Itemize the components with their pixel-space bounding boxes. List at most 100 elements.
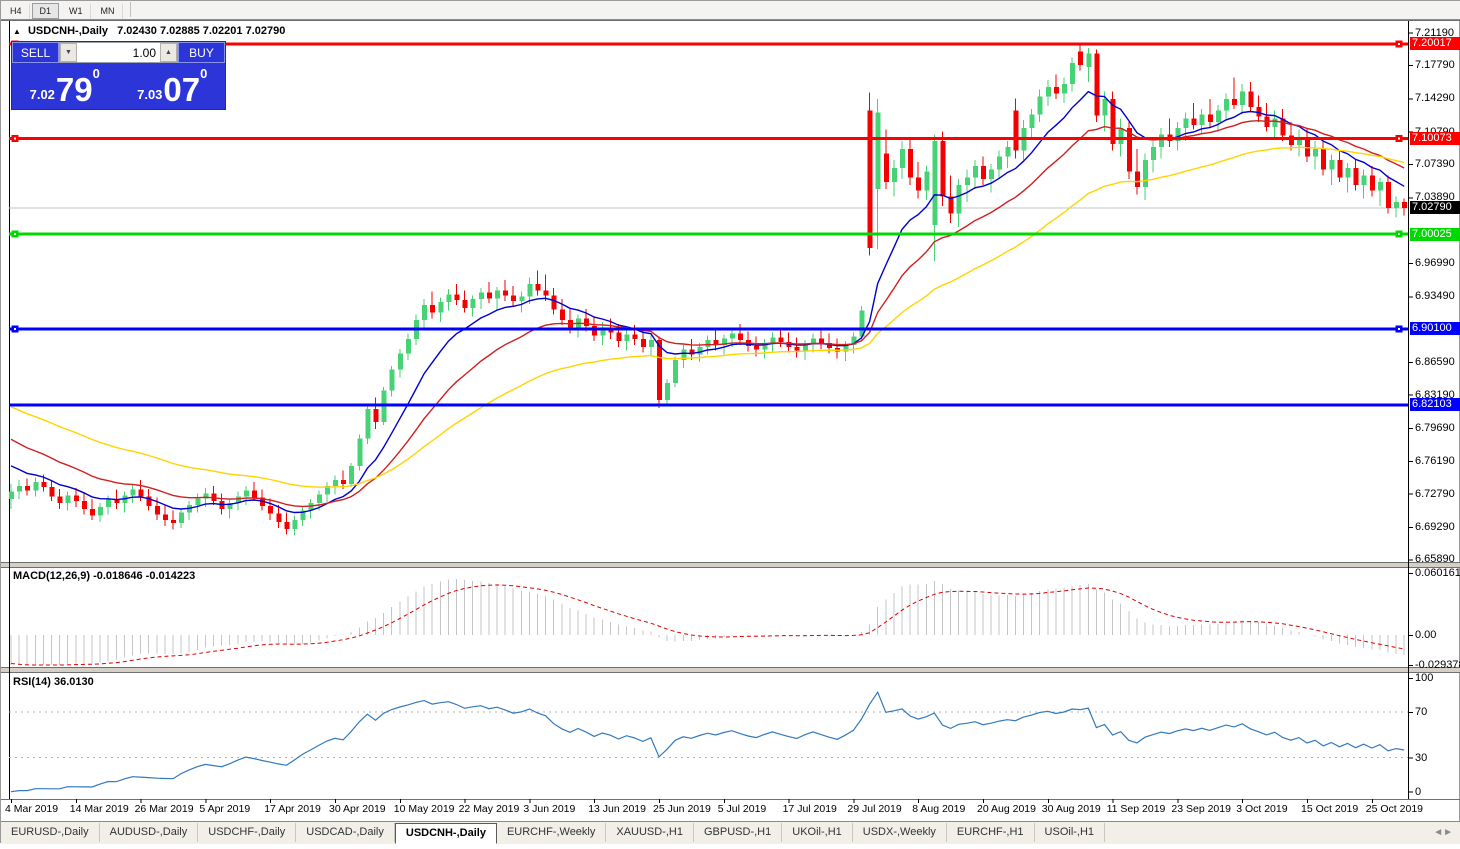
tab-scroll-left-icon[interactable]: ◄	[1433, 827, 1444, 838]
candle	[1337, 160, 1343, 178]
ma-fast-line	[10, 90, 1405, 514]
candle	[778, 337, 784, 343]
tab-audusd-daily[interactable]: AUDUSD-,Daily	[100, 823, 199, 842]
candle	[154, 505, 160, 515]
collapse-arrow-icon[interactable]: ▲	[13, 27, 21, 36]
price-axis-tick: 7.17790	[1415, 59, 1455, 72]
buy-price-display[interactable]: 7.03 07 0	[119, 64, 225, 109]
candle	[1353, 167, 1359, 185]
tab-gbpusd-h1[interactable]: GBPUSD-,H1	[694, 823, 783, 842]
date-axis-label: 5 Apr 2019	[199, 803, 251, 815]
tab-scroll-right-icon[interactable]: ►	[1443, 827, 1453, 838]
candle	[1394, 202, 1400, 208]
candle	[770, 337, 776, 344]
candle	[405, 339, 411, 354]
candle	[1005, 146, 1011, 157]
candle	[308, 503, 314, 511]
date-axis-label: 5 Jul 2019	[717, 803, 767, 815]
candle	[981, 165, 986, 180]
horizontal-level-line-6.82103[interactable]	[9, 403, 1408, 407]
date-axis-label: 30 Aug 2019	[1041, 803, 1101, 815]
candle	[284, 522, 290, 529]
price-axis-tick: 6.93490	[1415, 290, 1455, 303]
candle	[1013, 110, 1019, 151]
horizontal-level-line-7.10073[interactable]	[9, 135, 1408, 143]
timeframe-button-h4[interactable]: H4	[2, 3, 30, 19]
candle	[1224, 99, 1229, 111]
price-axis-tick: 7.07390	[1415, 158, 1455, 171]
candle	[1207, 114, 1213, 123]
candle	[616, 332, 622, 342]
price-axis-tick: 7.14290	[1415, 92, 1455, 105]
candle	[300, 510, 306, 521]
tab-ukoil-h1[interactable]: UKOil-,H1	[782, 823, 853, 842]
sell-button[interactable]: SELL	[12, 42, 59, 63]
candle	[73, 495, 79, 502]
horizontal-level-line-7.00025[interactable]	[9, 230, 1408, 238]
sell-price-display[interactable]: 7.02 79 0	[12, 64, 118, 109]
candle	[1329, 160, 1335, 170]
price-axis-tick: 7.03890	[1415, 191, 1455, 204]
tab-xauusd-h1[interactable]: XAUUSD-,H1	[606, 823, 694, 842]
ma-medium-line	[10, 119, 1405, 508]
candle	[430, 304, 436, 313]
candle	[462, 300, 468, 308]
candle	[1143, 160, 1148, 187]
horizontal-level-line-6.90100[interactable]	[9, 325, 1408, 333]
volume-field: ▼ ▲	[59, 42, 178, 63]
candle	[851, 336, 857, 345]
candle	[916, 177, 922, 191]
macd-axis-tick: 0.00	[1415, 629, 1437, 641]
candle	[25, 485, 31, 491]
candle	[624, 334, 630, 342]
volume-input[interactable]	[77, 43, 160, 62]
candle	[227, 503, 233, 509]
tab-eurchf-h1[interactable]: EURCHF-,H1	[947, 823, 1035, 842]
candle	[1126, 127, 1132, 172]
candle	[1321, 148, 1327, 170]
candle	[511, 295, 517, 302]
volume-decrease-button[interactable]: ▼	[60, 43, 77, 62]
date-axis-label: 17 Jul 2019	[782, 803, 837, 815]
price-axis-tick: 6.96990	[1415, 257, 1455, 270]
candle	[1134, 171, 1140, 187]
candle	[9, 491, 14, 500]
candle	[1094, 53, 1100, 116]
candle	[640, 339, 646, 347]
candle	[794, 346, 800, 351]
candle	[1118, 127, 1124, 145]
timeframe-button-d1[interactable]: D1	[31, 3, 60, 19]
tab-eurchf-weekly[interactable]: EURCHF-,Weekly	[497, 823, 607, 842]
candle	[373, 408, 379, 423]
tab-usoil-h1[interactable]: USOil-,H1	[1035, 823, 1106, 842]
timeframe-button-mn[interactable]: MN	[93, 3, 123, 19]
tab-eurusd-daily[interactable]: EURUSD-,Daily	[1, 823, 100, 842]
candle	[738, 333, 743, 341]
date-axis-label: 14 Mar 2019	[69, 803, 129, 815]
candle	[349, 465, 355, 485]
candle	[162, 514, 168, 521]
candles-layer[interactable]	[9, 44, 1408, 536]
tab-usdchf-daily[interactable]: USDCHF-,Daily	[198, 823, 297, 842]
candle	[940, 141, 946, 197]
date-axis-label: 26 Mar 2019	[134, 803, 194, 815]
tab-usdx-weekly[interactable]: USDX-,Weekly	[853, 823, 947, 842]
tab-usdcnh-daily[interactable]: USDCNH-,Daily	[394, 823, 497, 844]
price-level-badge: 7.00025	[1410, 227, 1460, 241]
price-level-badge: 7.20017	[1410, 37, 1460, 51]
date-axis-label: 3 Oct 2019	[1236, 803, 1288, 815]
candle	[316, 494, 322, 504]
candle	[1175, 127, 1181, 142]
timeframe-button-w1[interactable]: W1	[61, 3, 91, 19]
volume-increase-button[interactable]: ▲	[160, 43, 177, 62]
candle	[1110, 99, 1116, 145]
tab-usdcad-daily[interactable]: USDCAD-,Daily	[296, 823, 395, 842]
candle	[900, 148, 905, 168]
date-axis-label: 17 Apr 2019	[264, 803, 321, 815]
candle	[924, 171, 930, 191]
candle	[1280, 118, 1286, 136]
buy-button[interactable]: BUY	[178, 42, 225, 63]
chart-symbol-timeframe: USDCNH-,Daily	[27, 25, 109, 37]
